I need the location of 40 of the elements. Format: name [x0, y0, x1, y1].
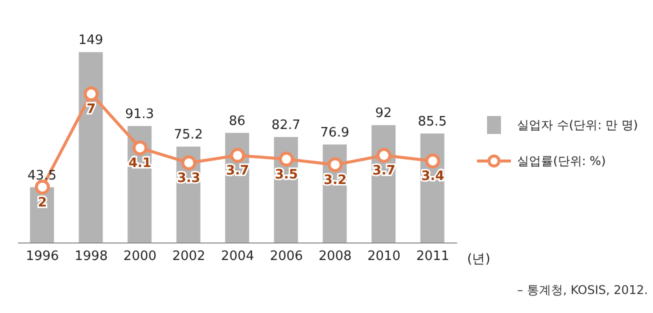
x-tick-label: 1996 — [26, 249, 59, 264]
data-label: 85.5 — [418, 114, 447, 130]
point — [34, 180, 50, 195]
data-label: 75.2 — [174, 128, 203, 143]
legend-label: 실업률(단위: %) — [517, 152, 606, 170]
x-tick-label: 2011 — [416, 249, 450, 264]
data-label: 3.3 — [177, 171, 200, 186]
data-label: 3.4 — [421, 169, 444, 184]
data-label: 86 — [228, 114, 246, 129]
data-label: 4.1 — [128, 156, 152, 172]
x-tick-label: 2010 — [367, 249, 400, 264]
data-label: 3.5 — [274, 167, 298, 182]
data-label: 92 — [375, 106, 392, 122]
point — [181, 155, 196, 170]
data-label: 91.3 — [125, 107, 154, 122]
data-label: 3.7 — [372, 164, 396, 179]
x-tick-label: 1998 — [74, 249, 108, 264]
data-label: 82.7 — [271, 118, 300, 134]
legend-label: 실업자 수(단위: 만 명) — [517, 116, 638, 134]
data-label: 3.2 — [324, 172, 347, 188]
point — [278, 152, 294, 167]
point — [376, 148, 392, 163]
point — [425, 154, 440, 168]
x-tick-label: 2006 — [270, 249, 303, 264]
data-label: 7 — [86, 102, 96, 118]
bar — [78, 52, 103, 243]
x-tick-label: 2004 — [221, 249, 254, 264]
point — [132, 140, 148, 156]
x-tick-label: 2002 — [172, 249, 206, 264]
point — [230, 148, 246, 163]
x-tick-label: 2000 — [123, 249, 157, 264]
data-label: 3.7 — [226, 164, 250, 179]
point — [328, 157, 343, 172]
x-axis-title: (년) — [467, 252, 490, 267]
data-label: 2 — [38, 195, 47, 210]
text: – 통계청, KOSIS, 2012. — [516, 282, 648, 299]
data-label: 149 — [78, 33, 104, 48]
x-tick-label: 2008 — [318, 249, 352, 264]
data-label: 76.9 — [320, 125, 350, 140]
point — [84, 86, 99, 102]
